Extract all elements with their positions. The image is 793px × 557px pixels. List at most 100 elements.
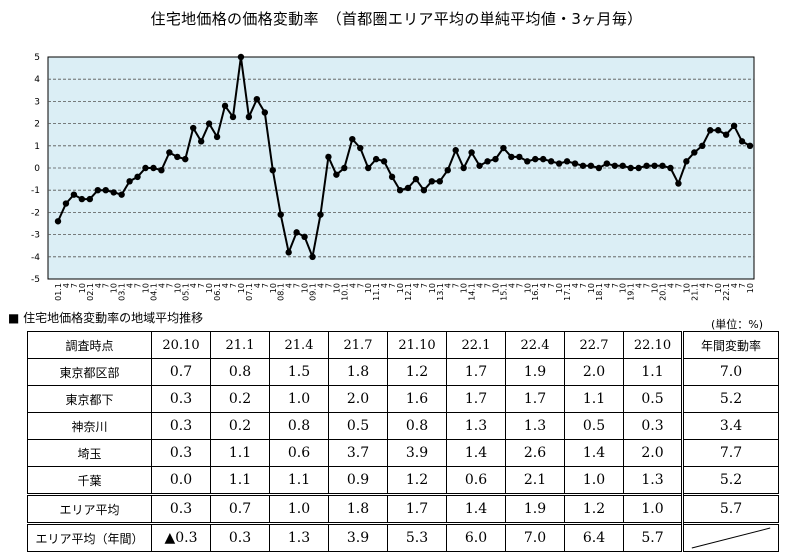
table-cell: 1.1 (623, 358, 683, 386)
data-point (78, 195, 86, 203)
x-tick-label: 7 (388, 283, 397, 288)
header-cell: 調査時点 (27, 331, 152, 359)
table-cell: 1.7 (446, 385, 506, 413)
data-point (516, 153, 523, 161)
x-tick-label: 7 (261, 283, 270, 288)
data-point (547, 158, 555, 165)
table-cell: 5.2 (681, 385, 779, 413)
table-cell: 1.0 (269, 385, 329, 413)
table-cell: 1.3 (623, 466, 683, 495)
table-cell: 1.7 (505, 385, 565, 413)
table-cell: 3.4 (681, 412, 779, 440)
data-point (54, 218, 62, 225)
x-tick-label: 4 (476, 283, 485, 288)
x-tick-label: 7 (484, 283, 493, 288)
table-heading: ■ 住宅地価格変動率の地域平均推移 (8, 311, 204, 325)
header-cell: 20.10 (151, 331, 211, 359)
table-cell: 3.9 (328, 522, 388, 552)
x-tick-label: 10 (619, 283, 628, 293)
y-tick-label: 5 (34, 53, 40, 63)
table-row: 神奈川 0.3 0.2 0.8 0.5 0.8 1.3 1.3 0.5 0.3 … (27, 412, 779, 440)
table-cell: 0.5 (328, 412, 388, 440)
diagonal-slash (691, 527, 771, 549)
header-cell: 22.1 (446, 331, 506, 359)
x-tick-label: 4 (285, 283, 294, 288)
table-cell: 0.3 (151, 493, 211, 524)
x-tick-label: 7 (452, 283, 461, 288)
x-tick-label: 10 (173, 283, 182, 293)
data-point (365, 164, 372, 172)
x-tick-label: 10 (237, 283, 246, 293)
data-point (738, 138, 746, 145)
row-label: エリア平均（年間） (27, 522, 152, 552)
data-point (372, 155, 380, 163)
x-tick-labels: 01.1471002.1471003.1471004.1471005.14710… (54, 283, 755, 301)
x-tick-label: 10 (269, 283, 278, 293)
data-point (571, 160, 579, 167)
table-cell: 1.9 (505, 493, 565, 524)
data-point (524, 158, 531, 165)
table-cell: 1.1 (210, 439, 270, 467)
table-cell: 1.2 (387, 358, 447, 386)
data-point (142, 164, 149, 172)
x-tick-label: 7 (70, 283, 79, 288)
data-point (229, 113, 237, 121)
unit-label: (単位：%) (710, 318, 763, 331)
table-cell: 2.6 (505, 439, 565, 467)
data-point (333, 171, 340, 178)
data-point (595, 164, 603, 172)
x-tick-label: 03.1 (118, 283, 127, 301)
x-tick-label: 10 (141, 283, 150, 293)
row-label: 埼玉 (27, 439, 152, 467)
x-tick-label: 4 (539, 283, 548, 288)
table-cell: 0.8 (387, 412, 447, 440)
x-tick-label: 10 (651, 283, 660, 293)
table-cell: 5.7 (623, 522, 683, 552)
table-cell: 1.3 (269, 522, 329, 552)
table-cell: 1.4 (446, 439, 506, 467)
table-cell: 0.8 (269, 412, 329, 440)
data-point (86, 195, 94, 203)
regional-change-table: 調査時点 20.10 21.1 21.4 21.7 21.10 22.1 22.… (27, 331, 779, 552)
table-cell: 0.5 (564, 412, 624, 440)
x-tick-label: 10 (746, 283, 755, 293)
data-point (675, 180, 682, 187)
y-tick-labels: 5 4 3 2 1 0 -1 -2 -3 -4 -5 (31, 53, 40, 285)
data-point (563, 158, 571, 165)
x-tick-label: 4 (316, 283, 325, 288)
data-point (94, 187, 101, 194)
x-tick-label: 4 (126, 283, 135, 288)
data-point (261, 109, 269, 116)
header-cell: 22.4 (505, 331, 565, 359)
table-cell: 1.9 (505, 358, 565, 386)
table-cell: 1.5 (269, 358, 329, 386)
x-tick-label: 12.1 (404, 283, 413, 301)
x-tick-label: 7 (356, 283, 365, 288)
data-points (54, 53, 754, 260)
table-row: 埼玉 0.3 1.1 0.6 3.7 3.9 1.4 2.6 1.4 2.0 7… (27, 439, 779, 467)
x-tick-label: 10 (110, 283, 119, 293)
data-point (428, 178, 436, 185)
table-cell: 6.0 (446, 522, 506, 552)
y-tick-label: 1 (34, 142, 40, 152)
table-cell: 7.0 (681, 358, 779, 386)
x-tick-label: 4 (253, 283, 262, 288)
data-point (102, 187, 109, 194)
table-cell: 1.1 (210, 466, 270, 495)
data-point (380, 158, 388, 165)
data-point (325, 153, 332, 161)
x-tick-label: 4 (571, 283, 580, 288)
x-tick-label: 22.1 (722, 283, 731, 301)
table-cell: 2.0 (623, 439, 683, 467)
x-tick-label: 10 (364, 283, 373, 293)
data-point (62, 200, 70, 207)
table-cell: 3.7 (328, 439, 388, 467)
data-point (357, 144, 364, 152)
table-cell: ▲0.3 (151, 522, 211, 552)
header-cell: 年間変動率 (681, 331, 779, 359)
data-point (349, 135, 356, 143)
data-point (699, 142, 706, 149)
table-cell: 0.6 (446, 466, 506, 495)
data-point (253, 95, 261, 103)
data-point (277, 211, 284, 218)
